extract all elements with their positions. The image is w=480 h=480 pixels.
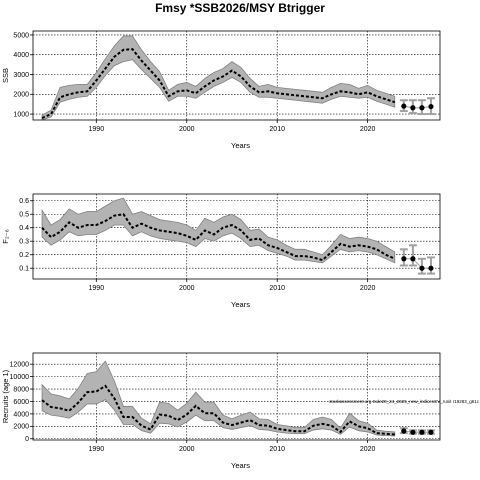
forecast-point (410, 429, 416, 435)
y-tick-label: 4000 (13, 52, 29, 59)
y-tick-label: 0.5 (19, 212, 29, 219)
panel-ssb: 1990 2000 2010 2020 1000 2000 3000 4000 5000 Year… (1, 30, 441, 150)
confidence-band (41, 360, 396, 437)
forecast-point (419, 105, 425, 111)
x-tick-label: 1990 (89, 126, 105, 133)
forecast-point (419, 429, 425, 435)
forecast-point (419, 265, 425, 271)
x-axis-title: Years (231, 461, 250, 470)
plot-frame (32, 352, 441, 441)
y-tick-label: 8000 (13, 386, 29, 393)
plot-frame (32, 193, 441, 280)
y-tick-label: 1000 (13, 111, 29, 118)
plot-frame (32, 30, 441, 121)
x-axis-title: Years (231, 300, 250, 309)
x-tick-label: 2010 (269, 126, 285, 133)
x-tick-label: 1990 (89, 285, 105, 292)
median-line (41, 213, 396, 262)
panel-f: 1990 2000 2010 2020 0.1 0.2 0.3 0.4 0.5 0.6 Years F… (1, 193, 441, 309)
y-tick-label: 10000 (10, 374, 30, 381)
forecast-point (428, 429, 434, 435)
y-axis-title: SSB (1, 68, 10, 83)
forecast-point (410, 105, 416, 111)
y-tick-label: 0.3 (19, 239, 29, 246)
median-line (41, 48, 396, 119)
x-tick-label: 2020 (360, 285, 376, 292)
y-tick-label: 6000 (13, 399, 29, 406)
forecast-point (428, 265, 434, 271)
source-annotation: stockassessment.org Sole20_24_2025_new_i… (329, 399, 480, 404)
forecast-point (401, 256, 407, 262)
forecast-line (403, 258, 431, 269)
forecast-line (403, 105, 432, 109)
x-tick-label: 2020 (360, 126, 376, 133)
x-axis-title: Years (231, 141, 250, 150)
x-tick-label: 2000 (179, 126, 195, 133)
x-tick-label: 2010 (269, 285, 285, 292)
y-tick-label: 0 (25, 436, 29, 443)
median-line (41, 384, 395, 436)
forecast-point (401, 103, 407, 109)
y-tick-label: 12000 (10, 362, 30, 369)
panel-rec: 1990 2000 2010 2020 0 2000 4000 6000 8000 10000 12… (1, 352, 480, 470)
y-tick-label: 0.1 (19, 266, 29, 273)
forecast-point (401, 428, 407, 434)
x-tick-label: 2000 (179, 285, 195, 292)
x-tick-label: 2010 (269, 446, 285, 453)
forecast-point (428, 103, 434, 110)
y-tick-label: 0.4 (19, 225, 29, 232)
y-tick-label: 5000 (13, 32, 29, 39)
y-tick-label: 2000 (13, 424, 29, 431)
forecast-point (410, 256, 416, 262)
y-tick-label: 4000 (13, 411, 29, 418)
x-tick-label: 2000 (179, 446, 195, 453)
y-tick-label: 0.2 (19, 252, 29, 259)
chart-panels: 1990 2000 2010 2020 1000 2000 3000 4000 5000 Year… (1, 30, 480, 470)
x-tick-label: 2020 (360, 446, 376, 453)
y-axis-title: F₂₋₆ (1, 229, 10, 243)
figure-title: Fmsy *SSB2026/MSY Btrigger (155, 1, 325, 15)
y-axis-title: Recruits (age 1) (1, 369, 10, 423)
y-tick-label: 0.6 (19, 198, 29, 205)
y-tick-label: 2000 (13, 92, 29, 99)
forecast-line (403, 430, 431, 433)
x-tick-label: 1990 (89, 446, 105, 453)
y-tick-label: 3000 (13, 72, 29, 79)
